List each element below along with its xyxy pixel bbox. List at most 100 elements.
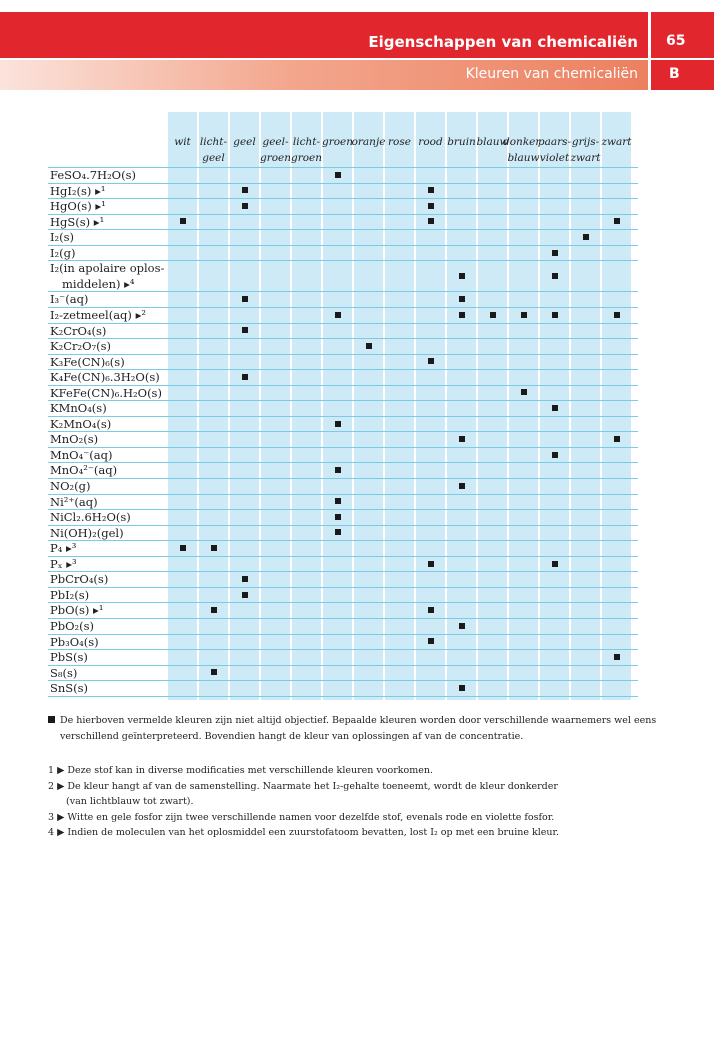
color-mark — [210, 669, 217, 676]
column-stripe — [509, 112, 538, 700]
column-header-line1: rood — [418, 136, 443, 148]
row-divider — [48, 633, 638, 635]
column-header: paars-violet — [534, 134, 575, 166]
row-divider — [48, 540, 638, 542]
color-mark — [458, 622, 465, 629]
column-header-line1: grijs- — [571, 136, 600, 148]
column-stripe — [168, 112, 197, 700]
section-box: B — [651, 60, 714, 90]
row-divider — [48, 431, 638, 433]
column-header: licht-geel — [193, 134, 234, 166]
table-row-label: I₃⁻(aq) — [50, 292, 89, 307]
table-row-label: HgS(s) ▸¹ — [50, 214, 105, 229]
column-header-line1: licht- — [199, 136, 228, 148]
color-mark — [210, 607, 217, 614]
table-row-label: Ni(OH)₂(gel) — [50, 525, 124, 540]
column-stripe — [416, 112, 445, 700]
column-header-line1: geel — [233, 136, 256, 148]
color-mark — [334, 467, 341, 474]
column-stripe — [478, 112, 507, 700]
color-mark — [427, 560, 434, 567]
table-row-label: SnS(s) — [50, 681, 89, 696]
table-row-label: PbO(s) ▸¹ — [50, 603, 104, 618]
row-divider — [48, 415, 638, 417]
page-number-box: 65 — [651, 12, 714, 58]
column-header: donker-blauw — [503, 134, 544, 166]
color-mark — [551, 272, 558, 279]
table-row-label: I₂-zetmeel(aq) ▸² — [50, 307, 146, 322]
color-mark — [613, 218, 620, 225]
header-bar: Eigenschappen van chemicaliën — [0, 12, 648, 58]
column-header-line1: paars- — [537, 136, 572, 148]
row-divider — [48, 602, 638, 604]
column-header: geel — [224, 134, 265, 150]
row-divider — [48, 198, 638, 200]
color-mark — [427, 187, 434, 194]
table-row-label: Pₓ ▸³ — [50, 556, 77, 571]
footnote-2-cont: (van lichtblauw tot zwart). — [66, 796, 194, 807]
square-marker-icon — [48, 716, 55, 723]
color-mark — [458, 272, 465, 279]
column-header-line1: groen — [321, 136, 354, 148]
color-mark — [179, 544, 186, 551]
row-divider — [48, 260, 638, 262]
column-header-line1: geel- — [262, 136, 289, 148]
column-stripe — [292, 112, 321, 700]
color-mark — [458, 482, 465, 489]
table-row-label: FeSO₄.7H₂O(s) — [50, 168, 136, 182]
color-mark — [427, 218, 434, 225]
color-mark — [582, 233, 589, 240]
color-mark — [551, 249, 558, 256]
row-divider — [48, 306, 638, 308]
table-row-label: NO₂(g) — [50, 479, 91, 493]
column-header: wit — [162, 134, 203, 150]
page-title: Eigenschappen van chemicaliën — [368, 33, 638, 51]
table-row-label: KMnO₄(s) — [50, 401, 107, 416]
column-header-line1: donker- — [503, 136, 544, 148]
column-stripe — [447, 112, 476, 700]
row-divider — [48, 446, 638, 448]
color-table: wit licht-geel geel geel-groen licht-groen gr… — [48, 112, 638, 700]
row-divider — [48, 462, 638, 464]
color-mark — [365, 342, 372, 349]
column-header: rood — [410, 134, 451, 150]
table-row-label: I₂(s) — [50, 230, 75, 245]
footnote-3: 3 ▶ Witte en gele fosfor zijn twee versc… — [48, 812, 555, 823]
column-header: bruin — [441, 134, 482, 150]
column-header-line2: groen — [290, 152, 323, 164]
table-row-label: I₂(g) — [50, 245, 76, 260]
color-mark — [551, 451, 558, 458]
color-mark — [613, 436, 620, 443]
column-header-line1: rose — [388, 136, 411, 148]
row-divider — [48, 353, 638, 355]
color-mark — [241, 576, 248, 583]
row-divider — [48, 555, 638, 557]
table-row-label: HgO(s) ▸¹ — [50, 199, 106, 214]
color-mark — [241, 187, 248, 194]
column-header: groen — [317, 134, 358, 150]
row-divider — [48, 493, 638, 495]
table-row-label: HgI₂(s) ▸¹ — [50, 183, 106, 198]
row-divider — [48, 617, 638, 619]
table-row-label: K₂Cr₂O₇(s) — [50, 339, 112, 354]
row-divider — [48, 571, 638, 573]
table-row-label: PbI₂(s) — [50, 587, 90, 602]
column-header-line1: wit — [174, 136, 191, 148]
column-header-line2: groen — [259, 152, 292, 164]
table-row-label: PbS(s) — [50, 650, 88, 665]
column-header: rose — [379, 134, 420, 150]
row-divider — [48, 167, 638, 168]
page-subtitle: Kleuren van chemicaliën — [465, 66, 638, 82]
row-divider — [48, 213, 638, 215]
color-mark — [427, 202, 434, 209]
column-stripe — [602, 112, 631, 700]
color-mark — [241, 296, 248, 303]
row-divider — [48, 338, 638, 340]
column-header-line1: bruin — [447, 136, 476, 148]
subheader-bar: Kleuren van chemicaliën — [0, 60, 648, 90]
column-header-line2: blauw — [507, 152, 540, 164]
color-mark — [427, 358, 434, 365]
table-row-label: K₂MnO₄(s) — [50, 416, 112, 431]
row-divider — [48, 400, 638, 402]
color-mark — [613, 653, 620, 660]
